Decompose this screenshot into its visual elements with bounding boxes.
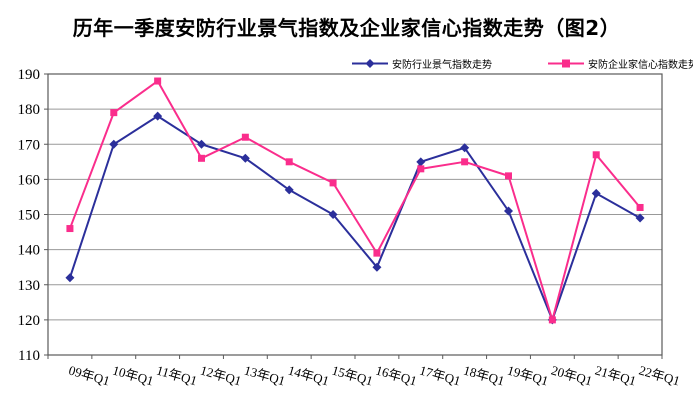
data-point-marker — [198, 154, 205, 162]
data-point-marker — [592, 151, 600, 159]
data-point-marker — [285, 158, 293, 166]
data-point-marker — [65, 273, 75, 283]
y-axis-label: 110 — [18, 348, 40, 364]
chart-legend: 安防行业景气指数走势 安防企业家信心指数走势 — [352, 56, 693, 71]
legend-label-industry-index: 安防行业景气指数走势 — [392, 60, 492, 71]
data-point-marker — [505, 172, 512, 180]
x-axis-label: 17年Q1 — [418, 362, 462, 388]
data-point-marker — [241, 133, 249, 141]
legend-item-industry-index: 安防行业景气指数走势 — [352, 56, 492, 71]
data-point-marker — [591, 188, 601, 198]
data-point-marker — [636, 203, 644, 211]
y-axis-label: 170 — [18, 137, 41, 153]
data-point-marker — [284, 185, 294, 195]
y-axis-label: 130 — [18, 278, 41, 294]
x-axis-label: 09年Q1 — [67, 362, 111, 388]
x-axis-label: 15年Q1 — [330, 362, 374, 388]
blue-line-diamond-icon — [352, 59, 388, 68]
y-axis-label: 120 — [18, 313, 41, 329]
x-axis-label: 22年Q1 — [637, 362, 681, 388]
data-point-marker — [416, 157, 426, 167]
x-axis-label: 19年Q1 — [506, 362, 550, 388]
legend-label-confidence-index: 安防企业家信心指数走势 — [588, 60, 693, 71]
y-axis-label: 140 — [18, 243, 41, 259]
y-axis-label: 190 — [18, 67, 41, 83]
data-point-marker — [197, 139, 206, 149]
y-axis-label: 160 — [18, 172, 41, 188]
data-point-marker — [329, 179, 337, 187]
x-axis-label: 16年Q1 — [374, 362, 418, 388]
y-axis-label: 150 — [18, 208, 41, 224]
series-line-1 — [68, 80, 641, 321]
x-axis-label: 14年Q1 — [286, 362, 330, 388]
data-point-marker — [109, 139, 119, 149]
legend-item-confidence-index: 安防企业家信心指数走势 — [548, 56, 693, 71]
data-point-marker — [110, 109, 118, 117]
pink-line-square-icon — [548, 59, 584, 68]
data-point-marker — [504, 206, 513, 216]
x-axis-label: 21年Q1 — [593, 362, 637, 388]
x-axis-label: 10年Q1 — [111, 362, 155, 388]
data-point-marker — [372, 262, 382, 272]
x-axis-label: 18年Q1 — [462, 362, 506, 388]
data-point-marker — [240, 153, 250, 163]
data-point-marker — [153, 111, 163, 121]
x-axis-label: 11年Q1 — [155, 362, 199, 388]
data-point-marker — [635, 213, 645, 223]
data-point-marker — [154, 77, 162, 85]
series-line-0 — [68, 115, 641, 321]
x-axis-label: 20年Q1 — [550, 362, 594, 388]
data-point-marker — [461, 158, 469, 166]
data-point-marker — [460, 143, 470, 153]
x-axis-label: 12年Q1 — [199, 362, 243, 388]
chart-title: 历年一季度安防行业景气指数及企业家信心指数走势（图2） — [72, 16, 621, 40]
y-axis-label: 180 — [18, 102, 41, 118]
data-point-marker — [417, 165, 425, 173]
data-point-marker — [66, 225, 74, 233]
data-point-marker — [328, 210, 338, 219]
data-point-marker — [373, 249, 381, 257]
data-point-marker — [548, 316, 556, 324]
x-axis-label: 13年Q1 — [243, 362, 287, 388]
